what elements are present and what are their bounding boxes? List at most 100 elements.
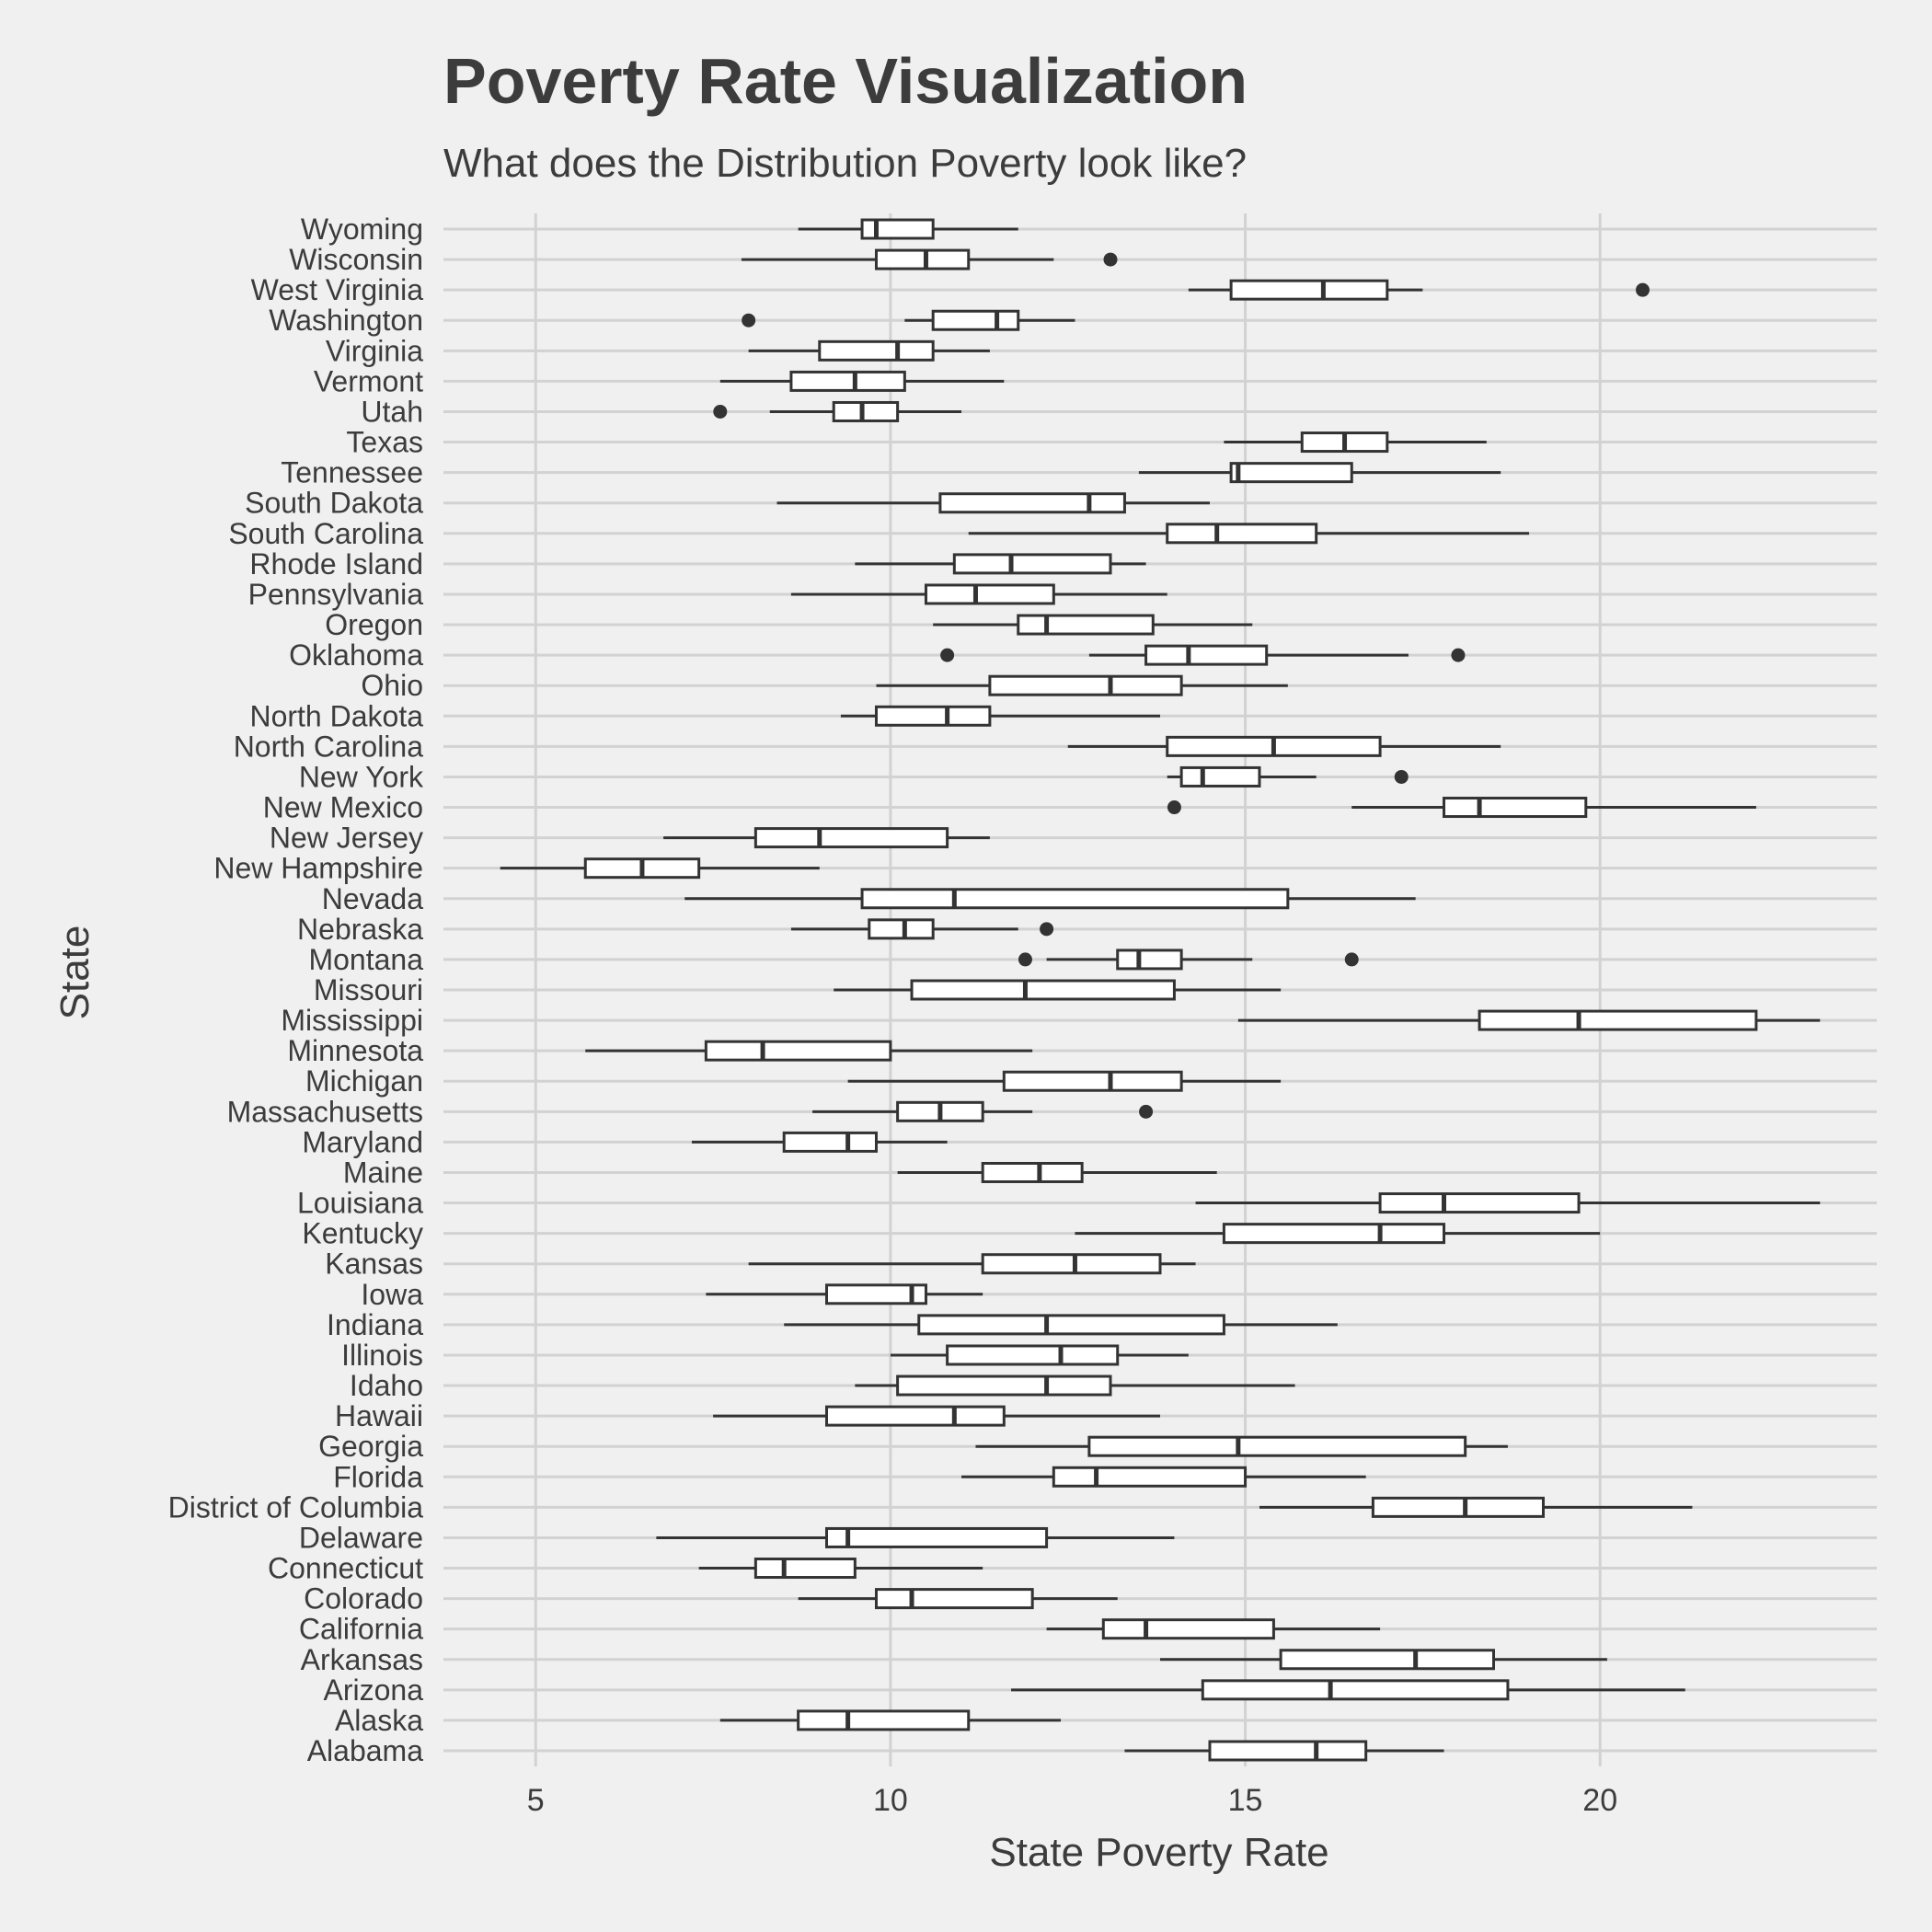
y-tick-label-district-of-columbia: District of Columbia [168, 1490, 424, 1524]
outlier-utah-0 [713, 404, 728, 419]
y-tick-label-colorado: Colorado [304, 1582, 423, 1616]
box-hawaii [713, 1405, 1160, 1427]
y-tick-label-new-mexico: New Mexico [263, 791, 423, 824]
outlier-washington-0 [742, 313, 756, 328]
box-tennessee [1138, 462, 1501, 484]
iqr-box-california [1101, 1618, 1275, 1640]
y-tick-label-michigan: Michigan [305, 1064, 423, 1098]
y-tick-label-arizona: Arizona [324, 1673, 424, 1707]
iqr-box-illinois [946, 1344, 1120, 1366]
chart-subtitle: What does the Distribution Poverty look … [443, 141, 1247, 186]
outlier-oklahoma-0 [940, 648, 955, 662]
box-alaska [719, 1709, 1062, 1731]
box-montana [1018, 949, 1359, 971]
iqr-box-west-virginia [1229, 279, 1389, 301]
y-tick-label-hawaii: Hawaii [335, 1399, 423, 1432]
box-vermont [719, 370, 1005, 392]
box-louisiana [1195, 1192, 1821, 1214]
box-massachusetts [812, 1100, 1154, 1122]
box-new-mexico [1167, 797, 1756, 819]
outlier-new-york-0 [1394, 769, 1409, 784]
iqr-box-wyoming [860, 218, 935, 240]
box-arizona [1011, 1679, 1685, 1701]
box-oregon [933, 614, 1253, 636]
iqr-box-virginia [818, 339, 935, 362]
iqr-box-georgia [1087, 1435, 1467, 1457]
box-arkansas [1160, 1649, 1607, 1671]
iqr-box-oklahoma [1144, 644, 1269, 666]
y-tick-label-north-carolina: North Carolina [234, 730, 424, 763]
iqr-box-rhode-island [952, 553, 1112, 575]
iqr-box-kentucky [1222, 1223, 1446, 1245]
box-georgia [975, 1435, 1508, 1457]
x-tick-labels: 5 10 15 20 [527, 1783, 1617, 1818]
box-delaware [656, 1526, 1175, 1548]
outlier-new-mexico-0 [1167, 800, 1181, 815]
iqr-box-florida [1052, 1466, 1248, 1488]
iqr-box-michigan [1002, 1070, 1183, 1092]
box-michigan [847, 1070, 1282, 1092]
y-tick-label-tennessee: Tennessee [281, 456, 423, 489]
x-tick-label-10: 10 [873, 1783, 908, 1818]
box-colorado [798, 1588, 1118, 1610]
iqr-box-pennsylvania [924, 583, 1055, 605]
iqr-box-missouri [910, 979, 1176, 1001]
box-district-of-columbia [1259, 1496, 1693, 1518]
y-tick-label-new-york: New York [299, 760, 424, 793]
box-west-virginia [1188, 279, 1650, 301]
box-virginia [748, 339, 990, 362]
y-tick-label-virginia: Virginia [326, 334, 423, 367]
y-tick-label-idaho: Idaho [350, 1369, 423, 1402]
y-tick-label-south-dakota: South Dakota [245, 487, 423, 520]
box-missouri [834, 979, 1282, 1001]
y-tick-label-west-virginia: West Virginia [251, 273, 424, 306]
box-kentucky [1075, 1223, 1601, 1245]
y-tick-label-minnesota: Minnesota [287, 1034, 423, 1067]
y-tick-label-kentucky: Kentucky [302, 1217, 423, 1250]
x-tick-label-5: 5 [527, 1783, 545, 1818]
box-california [1046, 1618, 1381, 1640]
y-tick-label-nebraska: Nebraska [297, 913, 423, 946]
y-tick-label-florida: Florida [333, 1460, 423, 1493]
iqr-box-north-dakota [874, 705, 992, 727]
outlier-montana-1 [1344, 952, 1359, 967]
y-tick-label-alabama: Alabama [307, 1734, 424, 1767]
y-tick-label-texas: Texas [346, 426, 423, 459]
box-minnesota [585, 1040, 1033, 1062]
y-tick-label-vermont: Vermont [314, 364, 423, 397]
y-tick-label-washington: Washington [269, 304, 423, 337]
box-wyoming [798, 218, 1018, 240]
y-tick-label-maine: Maine [343, 1156, 423, 1189]
iqr-box-washington [931, 309, 1020, 331]
box-rhode-island [855, 553, 1146, 575]
iqr-box-vermont [789, 370, 906, 392]
outlier-nebraska-0 [1040, 922, 1054, 937]
iqr-box-nevada [860, 888, 1290, 910]
iqr-box-south-carolina [1166, 523, 1318, 545]
y-tick-label-oklahoma: Oklahoma [289, 638, 423, 672]
box-iowa [706, 1283, 983, 1305]
x-axis-title: State Poverty Rate [989, 1830, 1328, 1875]
box-north-carolina [1067, 735, 1501, 757]
y-tick-label-north-dakota: North Dakota [249, 699, 423, 732]
iqr-box-minnesota [704, 1040, 892, 1062]
y-tick-label-south-carolina: South Carolina [228, 517, 423, 550]
iqr-box-montana [1116, 949, 1183, 971]
outlier-oklahoma-1 [1451, 648, 1466, 662]
iqr-box-ohio [988, 674, 1183, 696]
box-maryland [691, 1131, 948, 1153]
iqr-box-connecticut [753, 1558, 857, 1580]
iqr-box-tennessee [1229, 462, 1353, 484]
y-tick-label-kansas: Kansas [325, 1248, 423, 1281]
y-tick-label-utah: Utah [361, 395, 423, 428]
box-mississippi [1237, 1009, 1821, 1031]
y-tick-label-mississippi: Mississippi [281, 1004, 423, 1037]
iqr-box-louisiana [1378, 1192, 1581, 1214]
y-tick-label-new-jersey: New Jersey [270, 822, 423, 855]
box-washington [742, 309, 1075, 331]
y-tick-label-delaware: Delaware [299, 1521, 423, 1554]
y-tick-label-oregon: Oregon [325, 608, 423, 641]
y-tick-label-massachusetts: Massachusetts [227, 1095, 423, 1128]
iqr-box-utah [832, 400, 900, 422]
